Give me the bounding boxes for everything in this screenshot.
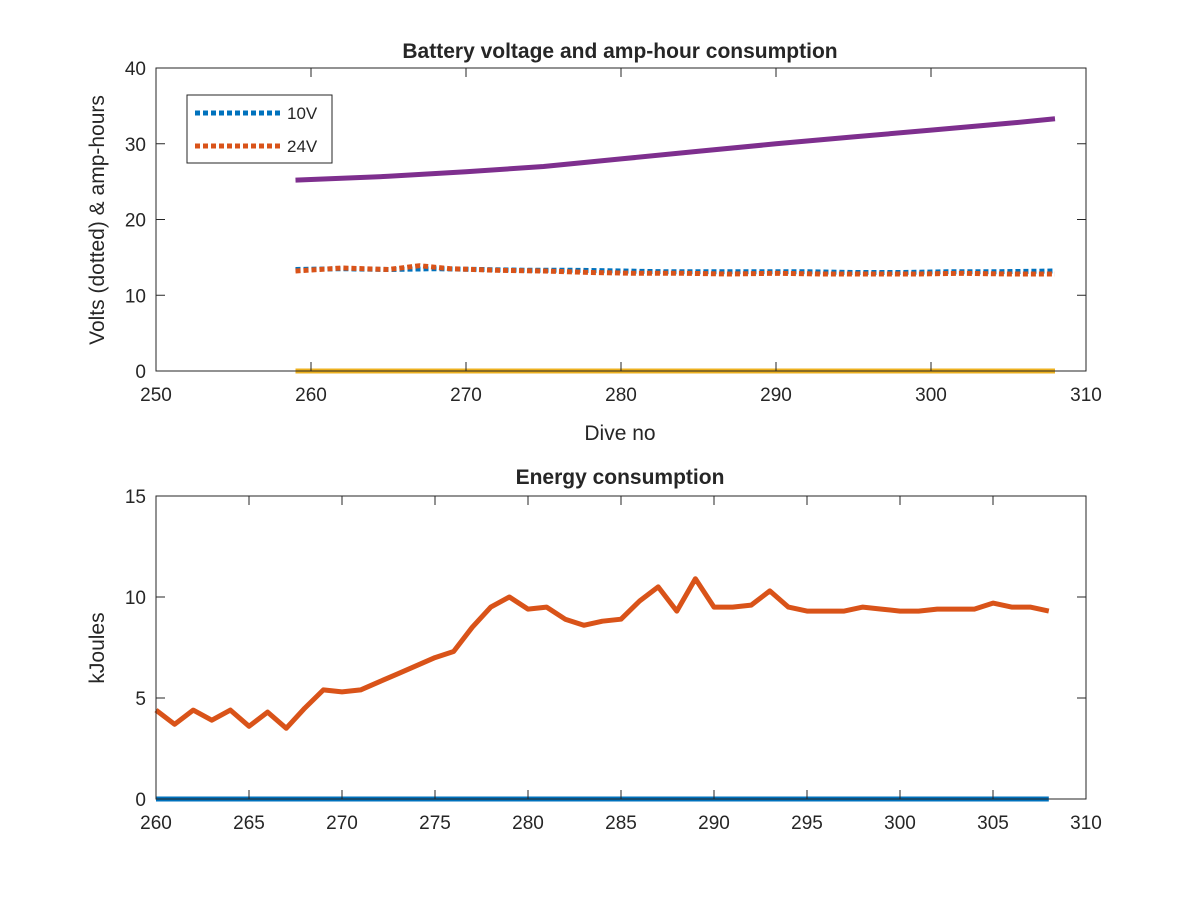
chart0-series-1-line [295,263,1055,277]
legend-label-10v: 10V [287,104,318,123]
chart0-xtick-label-5: 300 [915,385,947,406]
chart0-xtick-label-6: 310 [1070,385,1102,406]
chart0-series-2-line [295,116,1056,183]
chart1-xtick-label-3: 275 [419,813,451,834]
chart1-ytick-label-3: 15 [125,487,146,508]
chart0-ytick-label-2: 20 [125,211,146,232]
voltage-y-axis-label: Volts (dotted) & amp-hours [86,95,109,345]
voltage-ticks: 250 260 270 280 290 300 310 0 10 20 30 40 [125,59,1102,406]
chart1-xtick-label-1: 265 [233,813,265,834]
chart1-xtick-label-7: 295 [791,813,823,834]
voltage-subplot: Battery voltage and amp-hour consumption… [86,40,1102,445]
chart0-xtick-label-1: 260 [295,385,327,406]
energy-ticks: 260 265 270 275 280 285 290 295 300 305 310 0 5 10 15 [125,487,1102,834]
chart1-xtick-label-0: 260 [140,813,172,834]
chart0-xtick-label-2: 270 [450,385,482,406]
chart0-xtick-label-3: 280 [605,385,637,406]
chart0-ytick-label-0: 0 [135,362,146,383]
legend-box [186,94,333,164]
chart1-xtick-label-10: 310 [1070,813,1102,834]
energy-subplot: Energy consumption 260 265 270 275 280 285 290… [86,466,1102,834]
voltage-chart-title: Battery voltage and amp-hour consumption [402,40,837,63]
legend-label-24v: 24V [287,137,318,156]
chart1-ytick-label-2: 10 [125,588,146,609]
chart1-ytick-label-0: 0 [135,790,146,811]
chart0-xtick-label-0: 250 [140,385,172,406]
chart0-ytick-label-3: 30 [125,135,146,156]
chart1-xtick-label-4: 280 [512,813,544,834]
chart0-xtick-label-4: 290 [760,385,792,406]
chart1-xtick-label-2: 270 [326,813,358,834]
chart1-xtick-label-9: 305 [977,813,1009,834]
legend: 10V 24V [186,94,333,164]
chart0-ytick-label-4: 40 [125,59,146,80]
energy-chart-title: Energy consumption [516,466,725,489]
energy-y-axis-label: kJoules [86,612,109,683]
chart1-xtick-label-6: 290 [698,813,730,834]
chart1-ytick-label-1: 5 [135,689,146,710]
voltage-x-axis-label: Dive no [584,422,655,445]
chart1-series-0-line [154,576,1050,731]
chart1-xtick-label-5: 285 [605,813,637,834]
chart1-xtick-label-8: 300 [884,813,916,834]
chart0-ytick-label-1: 10 [125,286,146,307]
